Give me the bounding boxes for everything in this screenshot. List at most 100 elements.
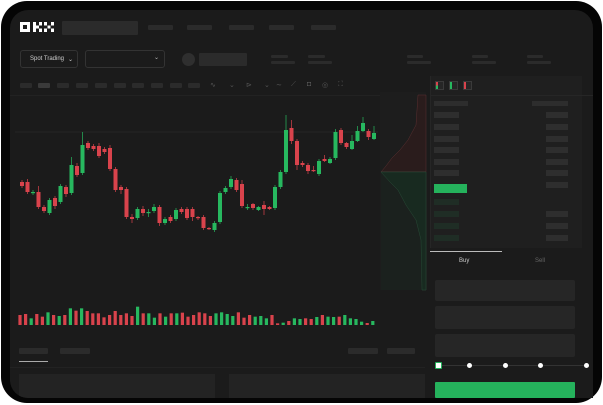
candle [179,207,184,214]
candle-body [361,123,365,131]
timeframe-option[interactable] [95,83,107,88]
timeframe-option[interactable] [188,83,200,88]
tab-open-orders[interactable] [19,348,48,354]
bottom-divider [10,367,425,368]
tab-order-history[interactable] [60,348,90,354]
candle-body [311,170,316,172]
candle [372,126,376,140]
bid-price [434,223,459,229]
volume-bar [164,316,168,325]
candle [234,178,239,192]
slider-stop-50[interactable] [503,363,508,368]
candle-body [20,182,24,186]
candle [344,142,349,149]
volume-bar [24,314,28,325]
candle [102,147,107,154]
volume-bar [287,321,291,325]
candle-body [300,163,305,165]
pair-selector[interactable]: ⌄ [85,50,165,68]
stat-label [472,55,488,58]
timeframe-option[interactable] [38,83,50,88]
settings-icon[interactable]: ◎ [322,82,329,89]
volume-bar [180,312,184,325]
timeframe-option[interactable] [57,83,69,88]
timeframe-option[interactable] [132,83,144,88]
candlestick-chart[interactable] [10,10,593,398]
volume-bar [108,315,112,325]
volume-bar [113,311,117,325]
candle [157,205,162,226]
candle [262,201,266,215]
pair-avatar [182,53,195,66]
camera-icon[interactable]: ◘ [307,81,312,88]
candle [91,144,96,151]
volume-bar [343,315,347,325]
candle-body [229,179,233,187]
volume-bar [80,308,84,325]
slider-stop-100[interactable] [584,363,589,368]
slider-stop-25[interactable] [467,363,472,368]
volume-bar [158,313,162,325]
total-input[interactable] [435,334,575,357]
timeframe-option[interactable] [170,83,182,88]
candle [212,221,217,232]
indicator-icon[interactable]: ∿ [210,82,216,89]
volume-bar [309,319,313,325]
candle-body [102,149,107,152]
nav-item-5[interactable] [311,25,336,30]
candle-body [223,188,228,192]
nav-item-1[interactable] [148,25,173,30]
order-card [19,374,215,398]
volume-bar [337,316,341,325]
volume-bar [320,315,324,325]
tab-sell[interactable]: Sell [535,258,546,264]
amount-input[interactable] [435,306,575,329]
slider-stop-75[interactable] [538,363,543,368]
volume-bar [74,310,78,325]
ask-amount [546,170,568,176]
filter-button[interactable] [348,348,378,354]
nav-item-2[interactable] [187,25,212,30]
tab-buy[interactable]: Buy [459,258,470,264]
ask-amount [546,159,568,165]
search-input[interactable] [62,21,138,35]
chevron-down-icon[interactable]: ⌄ [264,82,270,89]
volume-bar [52,315,56,325]
line-icon[interactable]: ⊳ [246,82,252,89]
timeframe-option[interactable] [76,83,88,88]
order-book-view-asks-icon[interactable] [463,81,472,90]
volume-bar [236,312,240,325]
candle [25,179,30,194]
volume-bar [253,316,257,325]
candle [196,216,200,220]
buy-submit-button[interactable] [435,382,575,398]
candle [317,159,321,176]
candle [289,120,294,144]
order-book-view-bids-icon[interactable] [449,81,458,90]
chevron-down-icon[interactable]: ⌄ [229,82,235,89]
timeframe-option[interactable] [151,83,163,88]
volume-bar [225,314,229,325]
fullscreen-icon[interactable]: ⛶ [338,81,343,88]
ruler-icon[interactable]: ⟋ [291,81,296,88]
draw-icon[interactable]: ∼ [276,82,282,89]
volume-bar [35,314,39,325]
candle [361,117,365,132]
stat-value [407,61,431,64]
order-book-view-both-icon[interactable] [435,81,444,90]
timeframe-option[interactable] [20,83,32,88]
volume-bar [136,306,140,325]
nav-item-3[interactable] [229,25,254,30]
timeframe-option[interactable] [114,83,126,88]
more-button[interactable] [387,348,415,354]
amount-slider[interactable] [438,365,588,366]
candle-body [97,146,101,156]
market-selector[interactable]: Spot Trading ⌄ [20,50,78,68]
candle-body [36,192,41,207]
slider-handle[interactable] [435,362,442,369]
ask-amount [546,124,568,130]
price-input[interactable] [435,280,575,301]
nav-item-4[interactable] [269,25,294,30]
ask-price [434,112,459,118]
volume-bar [264,318,268,325]
